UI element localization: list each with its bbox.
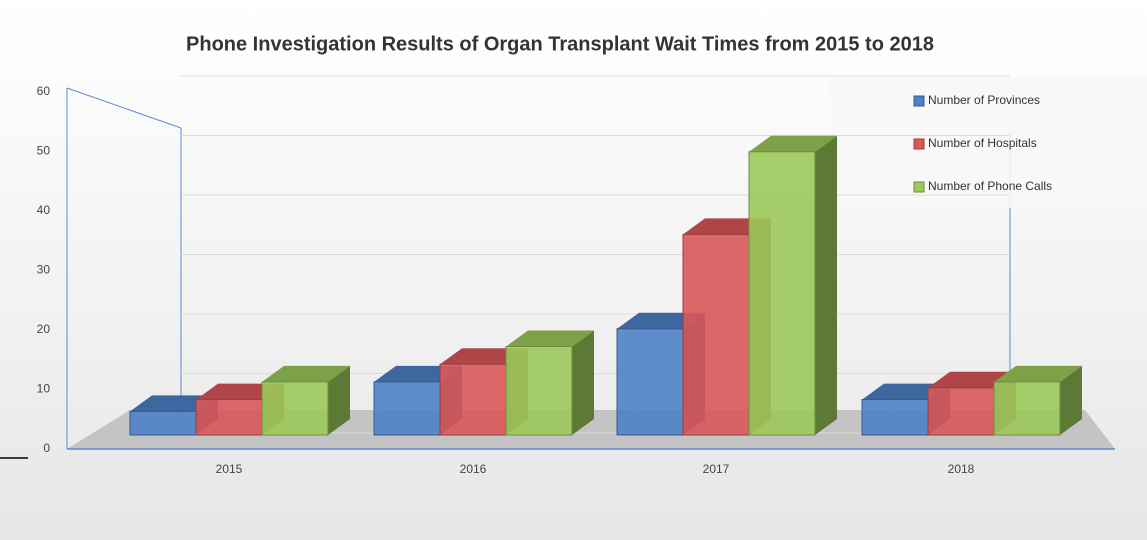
x-tick-label: 2015 bbox=[216, 462, 243, 476]
bar bbox=[439, 363, 507, 436]
bar-side bbox=[1060, 365, 1082, 435]
legend-swatch bbox=[913, 138, 925, 150]
y-tick-label: 50 bbox=[37, 144, 51, 158]
bar bbox=[505, 346, 573, 436]
bar bbox=[748, 151, 816, 436]
bar-top bbox=[506, 330, 594, 347]
bar bbox=[616, 328, 684, 436]
bar-side bbox=[328, 365, 350, 435]
legend-swatch bbox=[913, 181, 925, 193]
bar bbox=[261, 381, 329, 436]
bar-top bbox=[749, 135, 837, 152]
legend-box bbox=[830, 78, 1147, 208]
bar-side bbox=[815, 135, 837, 436]
axis-edge bbox=[66, 87, 182, 129]
bar-top bbox=[262, 365, 350, 382]
y-tick-label: 30 bbox=[37, 263, 51, 277]
x-tick-label: 2017 bbox=[703, 462, 730, 476]
bar bbox=[861, 399, 929, 436]
bar bbox=[195, 399, 263, 436]
legend-label: Number of Hospitals bbox=[928, 136, 1037, 150]
bar bbox=[682, 233, 750, 436]
x-tick-label: 2016 bbox=[460, 462, 487, 476]
y-tick-label: 0 bbox=[43, 441, 50, 455]
bar bbox=[927, 387, 995, 436]
y-tick-label: 20 bbox=[37, 322, 51, 336]
x-tick-label: 2018 bbox=[948, 462, 975, 476]
y-tick-label: 10 bbox=[37, 382, 51, 396]
bar-side bbox=[572, 330, 594, 435]
legend-label: Number of Provinces bbox=[928, 93, 1040, 107]
chart-title: Phone Investigation Results of Organ Tra… bbox=[186, 33, 934, 55]
bar-top bbox=[994, 365, 1082, 382]
bar bbox=[373, 381, 441, 436]
y-tick-label: 40 bbox=[37, 203, 51, 217]
bar bbox=[993, 381, 1061, 436]
y-tick-label: 60 bbox=[37, 84, 51, 98]
legend-label: Number of Phone Calls bbox=[928, 179, 1052, 193]
legend-swatch bbox=[913, 95, 925, 107]
bar bbox=[129, 410, 197, 436]
